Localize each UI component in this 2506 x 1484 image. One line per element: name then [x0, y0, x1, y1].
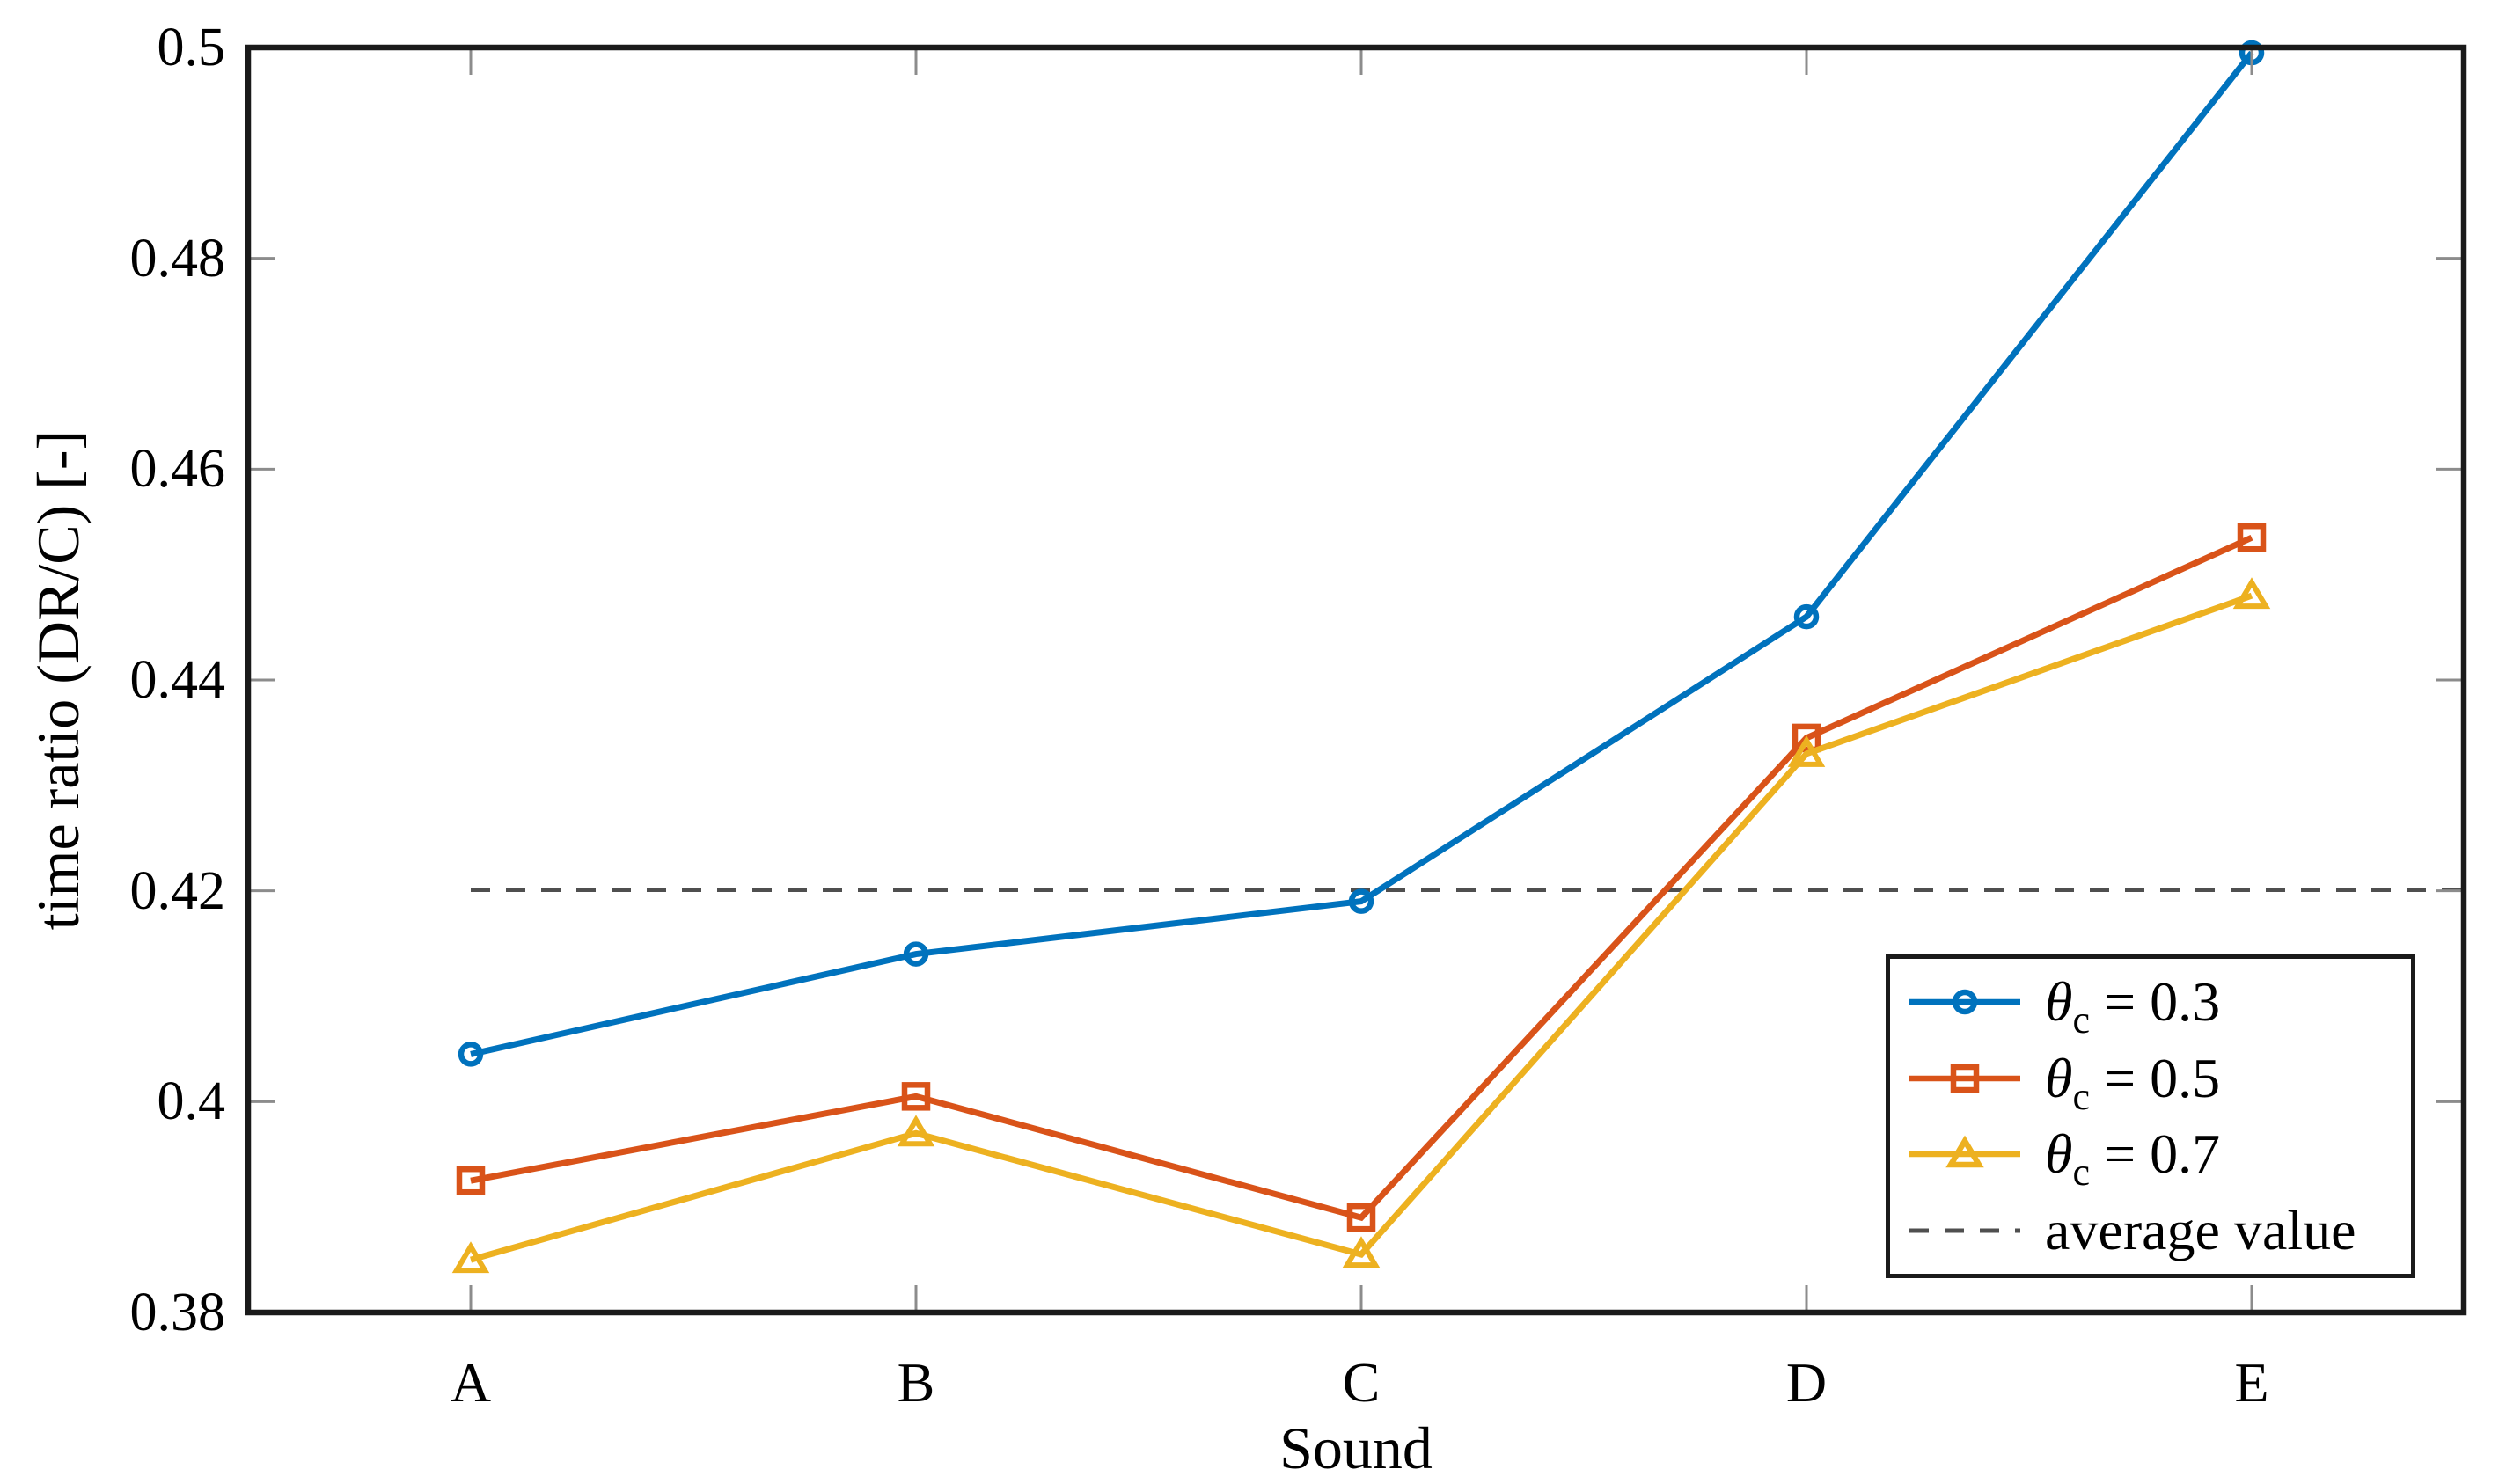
y-tick-label: 0.5	[157, 18, 226, 77]
line-square-sample-icon	[1909, 1064, 2020, 1093]
plot-frame	[245, 44, 2467, 1316]
legend: θc = 0.3 θc = 0.5 θc = 0.7 average value	[1886, 954, 2415, 1278]
line-triangle-sample-icon	[1909, 1135, 2020, 1168]
series-line-0	[470, 50, 2254, 1057]
dashed-line-sample-icon	[1909, 1228, 2020, 1233]
legend-label: average value	[2045, 1198, 2356, 1261]
x-tick-label: E	[2234, 1351, 2269, 1414]
data-point-circle	[1348, 888, 1374, 914]
y-tick-label: 0.46	[129, 439, 226, 500]
y-tick-label: 0.42	[129, 860, 226, 921]
x-tick-label: D	[1785, 1351, 1828, 1414]
x-tick-label: C	[1342, 1351, 1381, 1414]
data-point-square	[1792, 723, 1821, 753]
x-axis-title: Sound	[1279, 1415, 1433, 1481]
legend-entry-theta-0.5: θc = 0.5	[1899, 1042, 2411, 1115]
y-tick-label: 0.38	[129, 1283, 226, 1342]
data-point-square	[2237, 523, 2267, 552]
data-point-circle	[458, 1042, 484, 1067]
legend-label: θc = 0.5	[2045, 1046, 2221, 1118]
data-point-circle	[1793, 603, 1820, 630]
legend-entry-theta-0.7: θc = 0.7	[1899, 1117, 2411, 1195]
x-tick-label: A	[450, 1351, 492, 1414]
data-point-triangle	[1342, 1236, 1381, 1268]
y-tick-label: 0.44	[129, 650, 226, 710]
line-circle-sample-icon	[1909, 990, 2020, 1015]
data-point-circle	[903, 941, 929, 967]
data-point-triangle	[2232, 577, 2271, 610]
legend-label: θc = 0.3	[2045, 970, 2221, 1042]
series-line-1	[470, 535, 2253, 1222]
data-point-square	[456, 1166, 486, 1195]
y-tick-label: 0.4	[157, 1071, 226, 1132]
data-point-triangle	[451, 1241, 490, 1274]
x-tick-label: B	[897, 1351, 935, 1414]
data-point-square	[901, 1082, 931, 1111]
legend-label: θc = 0.7	[2045, 1122, 2221, 1195]
series-line-2	[470, 592, 2253, 1263]
data-point-triangle	[1787, 735, 1826, 767]
legend-entry-average-value: average value	[1899, 1194, 2411, 1268]
y-axis-title: time ratio (DR/C) [-]	[25, 429, 92, 931]
y-tick-label: 0.48	[129, 228, 226, 289]
legend-entry-theta-0.3: θc = 0.3	[1899, 965, 2411, 1042]
data-point-square	[1346, 1203, 1376, 1232]
data-point-triangle	[897, 1115, 935, 1147]
